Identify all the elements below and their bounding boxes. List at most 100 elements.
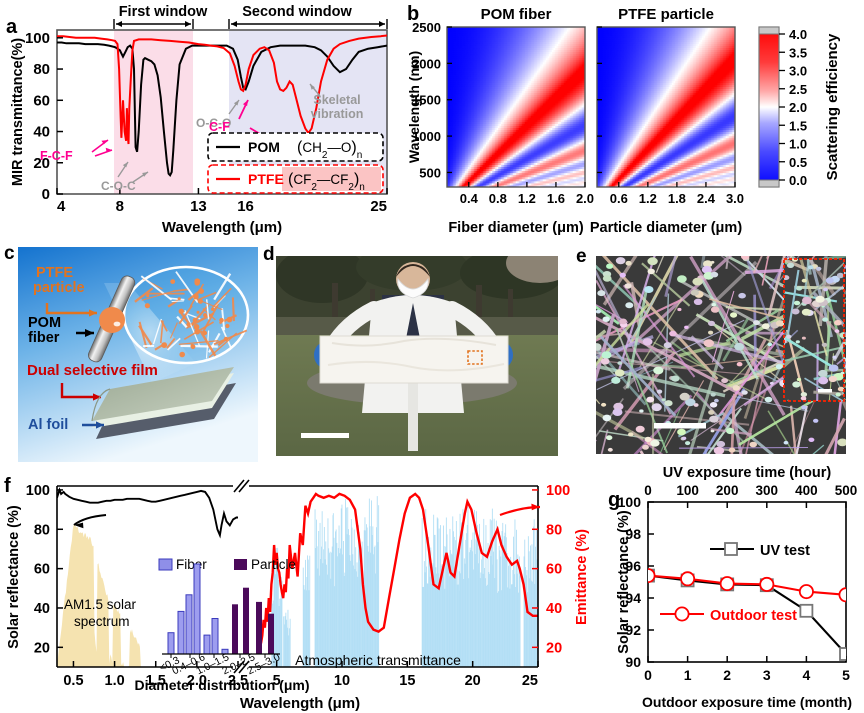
foil-pointer xyxy=(82,421,104,429)
right-axis-arrow xyxy=(499,503,541,517)
panel-a-x-axis: 4 8 13 16 25 xyxy=(56,188,388,215)
panel-f: f 20 40 60 80 100 20 40 60 80 100 0.5 1.0 1.5 2. xyxy=(0,462,606,713)
legend-ptfe-label: PTFE xyxy=(248,171,284,187)
colorbar-over xyxy=(758,26,780,35)
panel-e-scale-bar xyxy=(654,423,706,429)
panel-g-svg: g UV exposure time (hour) 90929496981000… xyxy=(608,465,858,710)
panel-e-inset-scale-bar xyxy=(818,389,832,393)
panel-f-ylabel-left: Solar reflectance (%) xyxy=(6,505,22,649)
roi-box xyxy=(467,350,483,365)
pom-curve xyxy=(57,41,387,178)
atmospheric-transmittance-fill xyxy=(271,496,538,667)
second-window-label: Second window xyxy=(242,4,352,20)
skeletal-label-1: Skeletal xyxy=(313,93,360,107)
panel-f-right-segment xyxy=(259,492,538,667)
panel-g-ylabel: Solar reflectance (%) xyxy=(616,510,632,654)
panel-c: c PTFE particle POM fiber xyxy=(0,243,262,465)
top-film-layer xyxy=(92,367,234,421)
particle-highlight xyxy=(113,321,121,327)
inset-legend-fiber-swatch xyxy=(158,558,173,571)
colorbar-under xyxy=(758,179,780,188)
panel-d: d xyxy=(262,243,562,465)
panel-b-label: b xyxy=(407,3,419,25)
panel-g-frame xyxy=(647,501,847,663)
ptfe-particle-xlabel: Particle diameter (μm) xyxy=(590,220,742,236)
panel-f-left-frame xyxy=(56,485,238,668)
first-window-span xyxy=(113,19,194,29)
fcf-arrows xyxy=(91,139,113,157)
face-mask xyxy=(397,277,429,299)
panel-b: b POM fiber PTFE particle 0.4 0.8 1.2 1.6 2.… xyxy=(405,0,864,240)
inset-bar-fiber xyxy=(211,618,219,655)
inset-border xyxy=(783,258,845,402)
panel-a-y-axis: 0 20 40 60 80 100 xyxy=(25,30,63,203)
panel-d-scale-bar xyxy=(301,433,349,438)
panel-c-label: c xyxy=(4,243,15,264)
ptfe-particle-heatmap xyxy=(597,27,735,187)
second-window-span xyxy=(228,19,388,29)
panel-f-ylabel-right: Emittance (%) xyxy=(574,529,590,625)
coc-arrows xyxy=(117,161,149,183)
panel-g: g UV exposure time (hour) 90 92 94 96 98 100 0… xyxy=(606,462,864,713)
inset-xlabel: Diameter distribution (μm) xyxy=(134,677,309,693)
ptfe-particle-frame xyxy=(596,26,736,188)
outdoor-test-point xyxy=(648,568,656,584)
panel-f-right-frame xyxy=(244,485,539,668)
pom-pointer xyxy=(76,329,94,337)
fcf-label: F-C-F xyxy=(40,149,73,163)
inset-bar-particle xyxy=(232,604,238,654)
inset-bar-fiber xyxy=(203,634,211,655)
panel-e-svg: e xyxy=(576,246,846,454)
panel-b-ylabel: Wavelength (nm) xyxy=(406,51,422,163)
legend-pom-label: POM xyxy=(248,139,280,155)
inset-bar-fiber xyxy=(185,594,193,655)
panel-b-svg: b POM fiber PTFE particle 0.4 0.8 1.2 1.6 2.… xyxy=(406,3,841,236)
legend-pom-box xyxy=(207,132,384,162)
ptfe-particle-title: PTFE particle xyxy=(618,6,714,23)
am15-solar-fill xyxy=(57,523,152,667)
cf-label: C-F xyxy=(209,120,230,134)
panel-d-photo xyxy=(276,256,558,456)
ptfe-particle-sphere xyxy=(99,307,125,333)
panel-e-inset xyxy=(784,259,844,401)
ptfe-particle-axes: 0.6 1.2 1.8 2.4 3.0 xyxy=(597,26,744,206)
al-foil-label: Al foil xyxy=(28,417,68,433)
outdoor-test-point xyxy=(798,584,814,600)
pom-fiber-frame xyxy=(446,26,586,188)
outdoor-test-point xyxy=(759,576,775,592)
axis-break-marks xyxy=(233,479,250,674)
svg-text:8: 8 xyxy=(116,198,124,215)
skeletal-label-2: vibration xyxy=(311,107,364,121)
pom-fiber-xlabel: Fiber diameter (μm) xyxy=(448,220,584,236)
legend-outdoor-label: Outdoor test xyxy=(710,608,797,624)
legend-ptfe-highlight xyxy=(282,167,381,191)
svg-text:0: 0 xyxy=(42,186,50,203)
ptfe-pointer xyxy=(45,303,97,317)
outdoor-test-point xyxy=(838,587,846,603)
film-label: Dual selective film xyxy=(27,362,158,379)
svg-text:60: 60 xyxy=(33,92,50,109)
panel-d-svg: d xyxy=(263,244,558,456)
svg-text:100: 100 xyxy=(25,30,50,47)
svg-text:13: 13 xyxy=(190,198,207,215)
dual-selective-film-sample xyxy=(319,335,509,384)
pom-fiber-label-1: POM xyxy=(28,315,61,331)
panel-e-label: e xyxy=(576,246,587,267)
svg-text:25: 25 xyxy=(370,198,387,215)
panel-c-svg: c PTFE particle POM fiber xyxy=(4,243,258,462)
panel-d-label: d xyxy=(263,244,275,265)
inset-bar-particle xyxy=(268,613,274,654)
film-stack-illustration xyxy=(91,367,236,439)
inset-bar-fiber xyxy=(177,610,185,655)
ptfe-particle-label-1: PTFE xyxy=(36,265,73,281)
panel-f-left-segment xyxy=(57,487,238,667)
first-window-label: First window xyxy=(119,4,208,20)
panel-a-ylabel: MIR transmittance(%) xyxy=(10,38,26,186)
legend-outdoor-marker xyxy=(674,606,690,622)
emittance-curve xyxy=(259,492,538,644)
skeletal-arrow xyxy=(309,83,321,97)
